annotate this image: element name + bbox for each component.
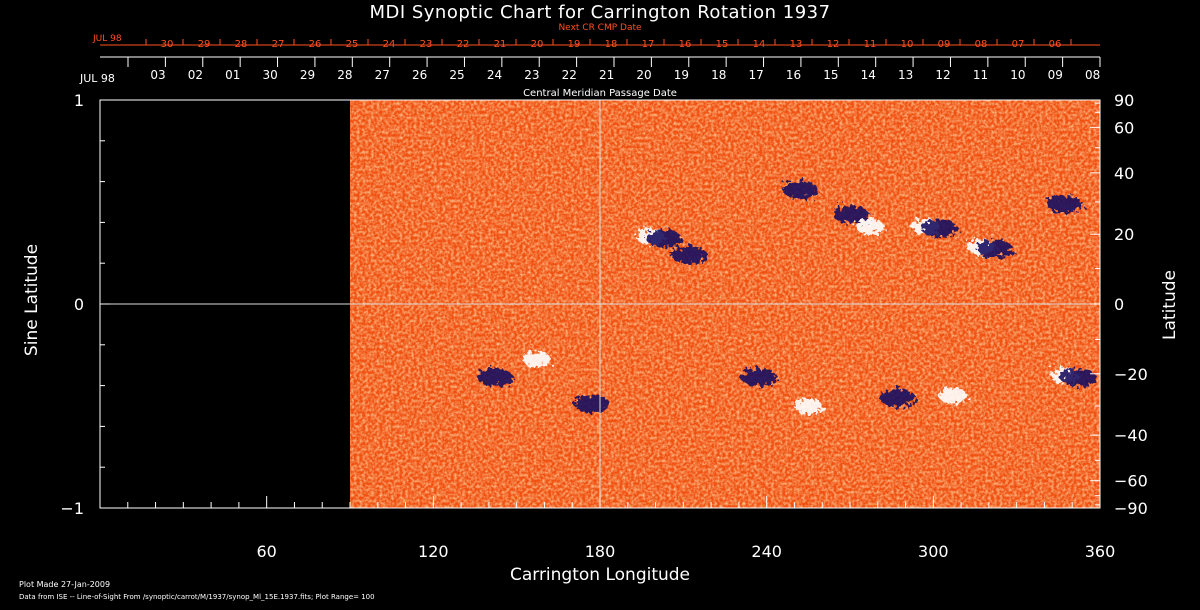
- lat-tick-label: −20: [1114, 365, 1148, 384]
- x-axis-label: Carrington Longitude: [509, 565, 691, 585]
- x-tick-label: 60: [256, 542, 276, 561]
- y-tick-label: −1: [60, 499, 84, 518]
- next-cr-date-label: 23: [420, 39, 433, 50]
- y-tick-label: 0: [74, 295, 84, 314]
- next-cr-date-label: 10: [901, 39, 914, 50]
- next-cr-title: Next CR CMP Date: [558, 23, 642, 33]
- active-region-negative: [879, 388, 916, 407]
- cmp-month-label: JUL 98: [79, 72, 115, 85]
- cmp-date-label: 19: [674, 68, 689, 82]
- next-cr-date-label: 22: [457, 39, 470, 50]
- cmp-date-label: 15: [823, 68, 838, 82]
- cmp-date-label: 10: [1010, 68, 1025, 82]
- active-region-negative: [476, 368, 513, 387]
- x-tick-label: 300: [918, 542, 949, 561]
- lat-tick-label: 60: [1114, 118, 1134, 137]
- next-cr-date-label: 17: [642, 39, 655, 50]
- cmp-date-label: 08: [1085, 68, 1100, 82]
- active-region-negative: [1046, 195, 1083, 213]
- next-cr-date-label: 15: [716, 39, 729, 50]
- next-cr-date-label: 25: [346, 39, 359, 50]
- y-tick-label: 1: [74, 91, 84, 110]
- cmp-date-label: 30: [263, 68, 278, 82]
- cmp-date-label: 17: [749, 68, 764, 82]
- next-cr-date-label: 20: [531, 39, 544, 50]
- cmp-date-label: 14: [861, 68, 876, 82]
- next-cr-date-label: 28: [235, 39, 248, 50]
- lat-tick-label: −60: [1114, 472, 1148, 491]
- active-region-negative: [976, 239, 1013, 258]
- cmp-date-label: 09: [1048, 68, 1063, 82]
- next-cr-date-label: 27: [272, 39, 285, 50]
- data-source-note: Data from ISE -- Line-of-Sight From /syn…: [19, 593, 375, 601]
- y-axis-label: Sine Latitude: [22, 243, 42, 357]
- cmp-date-label: 01: [225, 68, 240, 82]
- active-region-negative: [671, 246, 708, 264]
- cmp-date-label: 18: [711, 68, 726, 82]
- plot-made-note: Plot Made 27-Jan-2009: [19, 580, 111, 589]
- cmp-date-label: 28: [337, 68, 352, 82]
- x-tick-label: 360: [1085, 542, 1116, 561]
- next-cr-date-label: 09: [938, 39, 951, 50]
- cmp-date-label: 25: [449, 68, 464, 82]
- cmp-date-label: 29: [300, 68, 315, 82]
- active-region-negative: [832, 205, 869, 224]
- cmp-date-label: 11: [973, 68, 988, 82]
- active-region-positive: [794, 398, 823, 414]
- cmp-date-label: 21: [599, 68, 614, 82]
- next-cr-date-label: 19: [568, 39, 581, 50]
- cmp-date-label: 22: [562, 68, 577, 82]
- active-region-negative: [574, 394, 611, 413]
- lat-tick-label: 20: [1114, 225, 1134, 244]
- next-cr-date-label: 16: [679, 39, 692, 50]
- lat-tick-label: 90: [1114, 91, 1134, 110]
- lat-tick-label: −90: [1114, 499, 1148, 518]
- active-region-negative: [921, 219, 958, 238]
- next-cr-date-label: 21: [494, 39, 507, 50]
- next-cr-date-label: 11: [864, 39, 877, 50]
- cmp-date-label: 02: [188, 68, 203, 82]
- lat-tick-label: 0: [1114, 295, 1124, 314]
- cmp-date-label: 16: [786, 68, 801, 82]
- cmp-date-label: 20: [636, 68, 651, 82]
- cmp-date-label: 27: [375, 68, 390, 82]
- next-cr-date-label: 06: [1049, 39, 1062, 50]
- cmp-date-label: 13: [898, 68, 913, 82]
- y-axis-label-right: Latitude: [1160, 270, 1180, 340]
- active-region-positive: [522, 351, 551, 368]
- active-region-negative: [1060, 368, 1097, 387]
- next-cr-date-label: 08: [975, 39, 988, 50]
- next-cr-date-label: 12: [827, 39, 840, 50]
- lat-tick-label: 40: [1114, 164, 1134, 183]
- cmp-date-label: 12: [935, 68, 950, 82]
- next-cr-date-label: 13: [790, 39, 803, 50]
- x-tick-label: 120: [418, 542, 449, 561]
- active-region-positive: [855, 218, 884, 235]
- active-region-negative: [646, 229, 683, 248]
- chart-title: MDI Synoptic Chart for Carrington Rotati…: [369, 2, 831, 23]
- cmp-date-label: 23: [524, 68, 539, 82]
- top-axis-title: Central Meridian Passage Date: [523, 88, 677, 99]
- next-cr-date-label: 07: [1012, 39, 1025, 50]
- active-region-negative: [740, 368, 777, 387]
- cmp-date-label: 03: [150, 68, 165, 82]
- x-tick-label: 180: [585, 542, 616, 561]
- next-cr-date-label: 26: [309, 39, 322, 50]
- cmp-date-label: 26: [412, 68, 427, 82]
- next-cr-month-label: JUL 98: [92, 34, 122, 44]
- next-cr-date-label: 14: [753, 39, 766, 50]
- next-cr-date-label: 29: [198, 39, 211, 50]
- next-cr-date-label: 30: [161, 39, 174, 50]
- x-tick-label: 240: [751, 542, 782, 561]
- active-region-positive: [939, 387, 968, 404]
- cmp-date-label: 24: [487, 68, 502, 82]
- lat-tick-label: −40: [1114, 426, 1148, 445]
- next-cr-date-label: 24: [383, 39, 396, 50]
- next-cr-date-label: 18: [605, 39, 618, 50]
- active-region-negative: [782, 180, 819, 199]
